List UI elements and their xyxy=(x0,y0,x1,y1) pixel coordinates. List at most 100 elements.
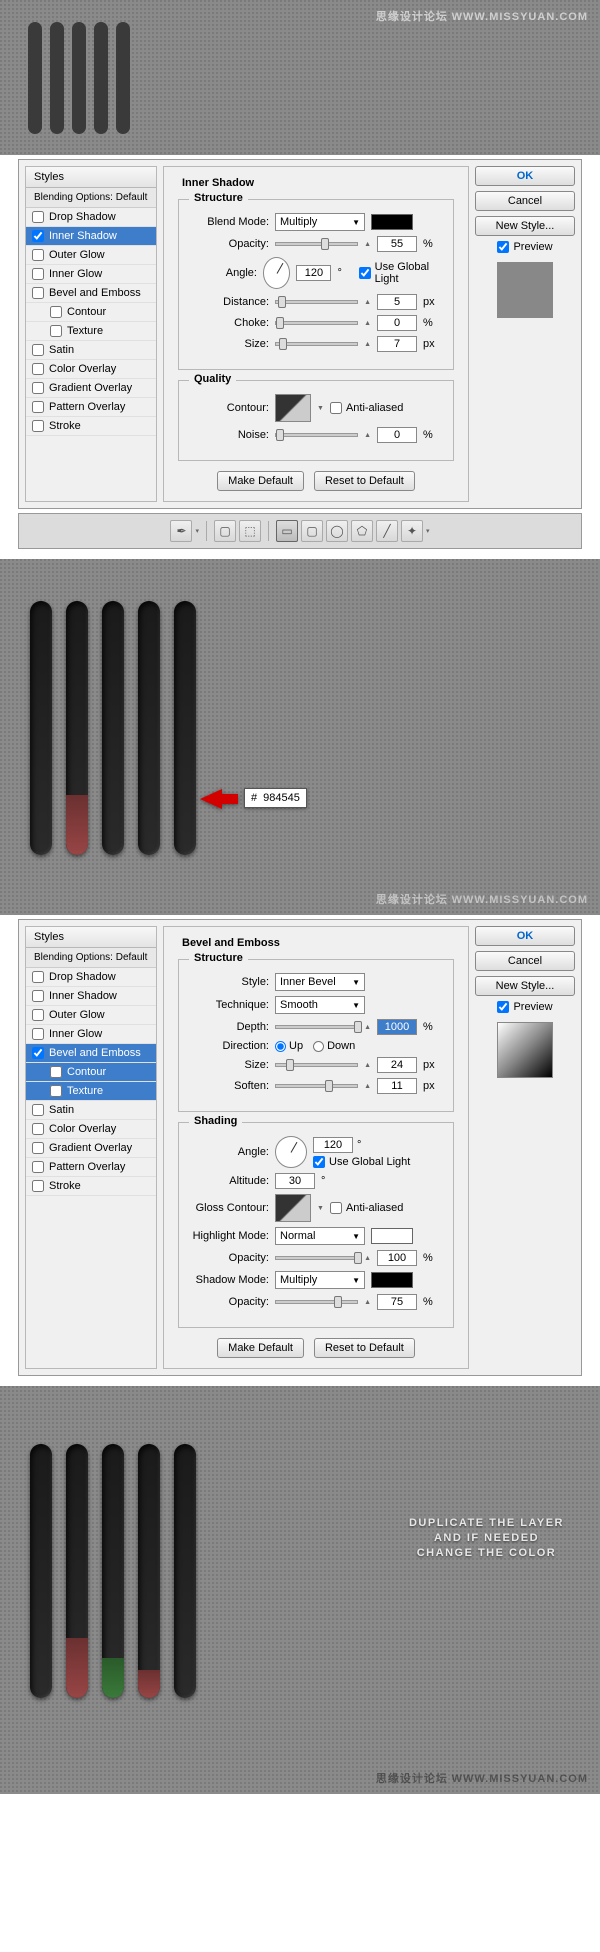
ok-button[interactable]: OK xyxy=(475,926,575,946)
style-texture[interactable]: Texture xyxy=(26,1082,156,1101)
size-input[interactable]: 7 xyxy=(377,336,417,352)
style-select[interactable]: Inner Bevel xyxy=(275,973,365,991)
style-texture[interactable]: Texture xyxy=(26,322,156,341)
cancel-button[interactable]: Cancel xyxy=(475,951,575,971)
style-stroke[interactable]: Stroke xyxy=(26,1177,156,1196)
bar xyxy=(66,1444,88,1698)
quality-fieldset: Quality Contour:▼Anti-aliased Noise:▲0% xyxy=(178,380,454,461)
settings-title: Inner Shadow xyxy=(178,177,454,189)
bar xyxy=(50,22,64,134)
polygon-tool-icon[interactable]: ⬠ xyxy=(351,520,373,542)
new-style-button[interactable]: New Style... xyxy=(475,976,575,996)
highlight-opacity-input[interactable]: 100 xyxy=(377,1250,417,1266)
style-gradient-overlay[interactable]: Gradient Overlay xyxy=(26,1139,156,1158)
watermark: 思缘设计论坛 WWW.MISSYUAN.COM xyxy=(376,1770,588,1786)
style-drop-shadow[interactable]: Drop Shadow xyxy=(26,968,156,987)
highlight-opacity-slider[interactable] xyxy=(275,1256,358,1260)
custom-shape-icon[interactable]: ✦ xyxy=(401,520,423,542)
style-inner-shadow[interactable]: Inner Shadow xyxy=(26,227,156,246)
shadow-opacity-input[interactable]: 75 xyxy=(377,1294,417,1310)
color-swatch[interactable] xyxy=(371,214,413,230)
angle-input[interactable]: 120 xyxy=(313,1137,353,1153)
bar xyxy=(174,1444,196,1698)
style-satin[interactable]: Satin xyxy=(26,341,156,360)
altitude-input[interactable]: 30 xyxy=(275,1173,315,1189)
style-pattern-overlay[interactable]: Pattern Overlay xyxy=(26,1158,156,1177)
size-slider[interactable] xyxy=(275,342,358,346)
style-bevel-emboss[interactable]: Bevel and Emboss xyxy=(26,1044,156,1063)
settings-column: Inner Shadow Structure Blend Mode:Multip… xyxy=(163,166,469,502)
rectangle-tool-icon[interactable]: ▭ xyxy=(276,520,298,542)
style-drop-shadow[interactable]: Drop Shadow xyxy=(26,208,156,227)
pen-tool-icon[interactable]: ✒ xyxy=(170,520,192,542)
style-contour[interactable]: Contour xyxy=(26,303,156,322)
use-global-light-checkbox[interactable]: Use Global Light xyxy=(359,261,441,285)
ellipse-tool-icon[interactable]: ◯ xyxy=(326,520,348,542)
shape-layers-icon[interactable]: ▢ xyxy=(214,520,236,542)
dialog-buttons: OK Cancel New Style... Preview xyxy=(475,926,575,1369)
paths-icon[interactable]: ⬚ xyxy=(239,520,261,542)
depth-input[interactable]: 1000 xyxy=(377,1019,417,1035)
settings-column: Bevel and Emboss Structure Style:Inner B… xyxy=(163,926,469,1369)
reset-default-button[interactable]: Reset to Default xyxy=(314,1338,415,1358)
distance-slider[interactable] xyxy=(275,300,358,304)
gloss-contour-picker[interactable] xyxy=(275,1194,311,1222)
shadow-color-swatch[interactable] xyxy=(371,1272,413,1288)
angle-dial[interactable] xyxy=(275,1136,307,1168)
choke-slider[interactable] xyxy=(275,321,358,325)
preview-checkbox[interactable]: Preview xyxy=(475,1001,575,1013)
style-satin[interactable]: Satin xyxy=(26,1101,156,1120)
angle-input[interactable]: 120 xyxy=(296,265,331,281)
angle-dial[interactable] xyxy=(263,257,290,289)
soften-input[interactable]: 11 xyxy=(377,1078,417,1094)
blend-mode-select[interactable]: Multiply xyxy=(275,213,365,231)
styles-header: Styles xyxy=(26,167,156,188)
opacity-input[interactable]: 55 xyxy=(377,236,417,252)
style-color-overlay[interactable]: Color Overlay xyxy=(26,1120,156,1139)
opacity-slider[interactable] xyxy=(275,242,358,246)
layer-style-dialog-inner-shadow: Styles Blending Options: Default Drop Sh… xyxy=(18,159,582,509)
style-color-overlay[interactable]: Color Overlay xyxy=(26,360,156,379)
shadow-opacity-slider[interactable] xyxy=(275,1300,358,1304)
soften-slider[interactable] xyxy=(275,1084,358,1088)
make-default-button[interactable]: Make Default xyxy=(217,1338,304,1358)
style-inner-glow[interactable]: Inner Glow xyxy=(26,1025,156,1044)
noise-slider[interactable] xyxy=(275,433,358,437)
style-outer-glow[interactable]: Outer Glow xyxy=(26,1006,156,1025)
preview-checkbox[interactable]: Preview xyxy=(475,241,575,253)
use-global-light-checkbox[interactable]: Use Global Light xyxy=(313,1156,410,1168)
cancel-button[interactable]: Cancel xyxy=(475,191,575,211)
shading-fieldset: Shading Angle:120°Use Global Light Altit… xyxy=(178,1122,454,1328)
style-stroke[interactable]: Stroke xyxy=(26,417,156,436)
contour-picker[interactable] xyxy=(275,394,311,422)
style-outer-glow[interactable]: Outer Glow xyxy=(26,246,156,265)
style-contour[interactable]: Contour xyxy=(26,1063,156,1082)
blending-options[interactable]: Blending Options: Default xyxy=(26,188,156,208)
line-tool-icon[interactable]: ╱ xyxy=(376,520,398,542)
highlight-mode-select[interactable]: Normal xyxy=(275,1227,365,1245)
depth-slider[interactable] xyxy=(275,1025,358,1029)
rounded-rectangle-icon[interactable]: ▢ xyxy=(301,520,323,542)
anti-aliased-checkbox[interactable]: Anti-aliased xyxy=(330,402,403,414)
technique-select[interactable]: Smooth xyxy=(275,996,365,1014)
make-default-button[interactable]: Make Default xyxy=(217,471,304,491)
highlight-color-swatch[interactable] xyxy=(371,1228,413,1244)
size-input[interactable]: 24 xyxy=(377,1057,417,1073)
settings-title: Bevel and Emboss xyxy=(178,937,454,949)
style-inner-glow[interactable]: Inner Glow xyxy=(26,265,156,284)
anti-aliased-checkbox[interactable]: Anti-aliased xyxy=(330,1202,403,1214)
style-gradient-overlay[interactable]: Gradient Overlay xyxy=(26,379,156,398)
blending-options[interactable]: Blending Options: Default xyxy=(26,948,156,968)
distance-input[interactable]: 5 xyxy=(377,294,417,310)
choke-input[interactable]: 0 xyxy=(377,315,417,331)
noise-input[interactable]: 0 xyxy=(377,427,417,443)
style-pattern-overlay[interactable]: Pattern Overlay xyxy=(26,398,156,417)
ok-button[interactable]: OK xyxy=(475,166,575,186)
shadow-mode-select[interactable]: Multiply xyxy=(275,1271,365,1289)
reset-default-button[interactable]: Reset to Default xyxy=(314,471,415,491)
style-bevel-emboss[interactable]: Bevel and Emboss xyxy=(26,284,156,303)
new-style-button[interactable]: New Style... xyxy=(475,216,575,236)
size-slider[interactable] xyxy=(275,1063,358,1067)
direction-radio[interactable]: UpDown xyxy=(275,1040,355,1052)
style-inner-shadow[interactable]: Inner Shadow xyxy=(26,987,156,1006)
